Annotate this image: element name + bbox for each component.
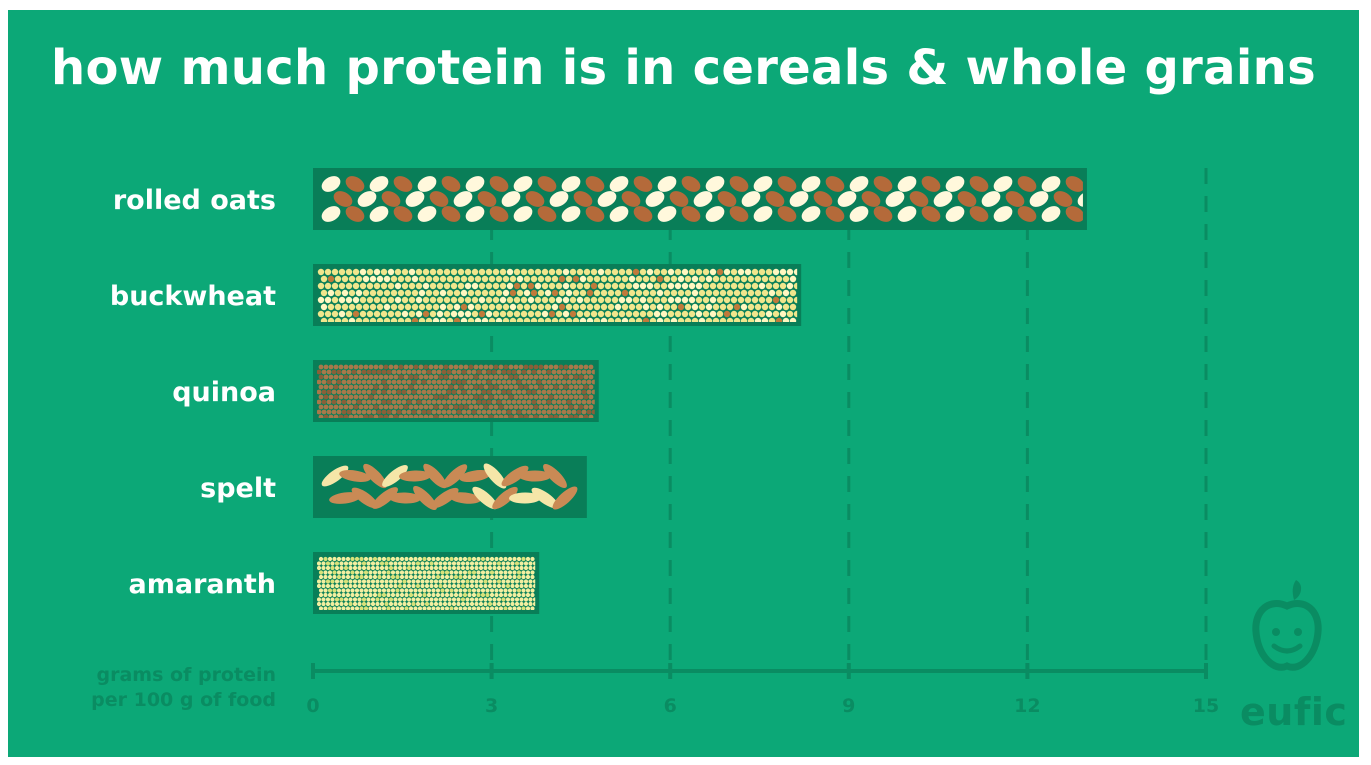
bar: [313, 456, 587, 518]
bar-texture: [321, 463, 578, 511]
x-tick-label: 12: [1014, 695, 1040, 717]
bar-quinoa: [313, 360, 599, 422]
category-label: amaranth: [129, 569, 276, 600]
chart-title: how much protein is in cereals & whole g…: [51, 40, 1316, 96]
category-label: rolled oats: [113, 185, 276, 216]
bar-chart: rolled oats buckwheat quinoa spelt amaranth 0…: [91, 168, 1219, 717]
apple-face-icon: [1252, 580, 1322, 671]
category-label: buckwheat: [110, 281, 276, 312]
x-axis-label: per 100 g of food: [91, 689, 276, 711]
category-label: spelt: [200, 473, 276, 504]
x-tick-label: 0: [306, 695, 319, 717]
eufic-logo-text: eufic: [1240, 690, 1348, 734]
bar-rolled-oats: [313, 168, 1087, 230]
x-tick-label: 6: [664, 695, 677, 717]
infographic: how much protein is in cereals & whole g…: [8, 10, 1359, 757]
x-tick-label: 15: [1193, 695, 1219, 717]
category-label: quinoa: [172, 377, 276, 408]
bar-texture: [317, 556, 536, 610]
x-tick-label: 9: [842, 695, 855, 717]
bar-texture: [317, 364, 595, 418]
x-axis-label: grams of protein: [97, 664, 276, 686]
bar-amaranth: [313, 552, 540, 614]
bar-spelt: [313, 456, 587, 518]
x-tick-label: 3: [485, 695, 498, 717]
bar-buckwheat: [313, 264, 802, 326]
bar-texture: [317, 268, 798, 322]
bar-texture: [321, 176, 1083, 222]
